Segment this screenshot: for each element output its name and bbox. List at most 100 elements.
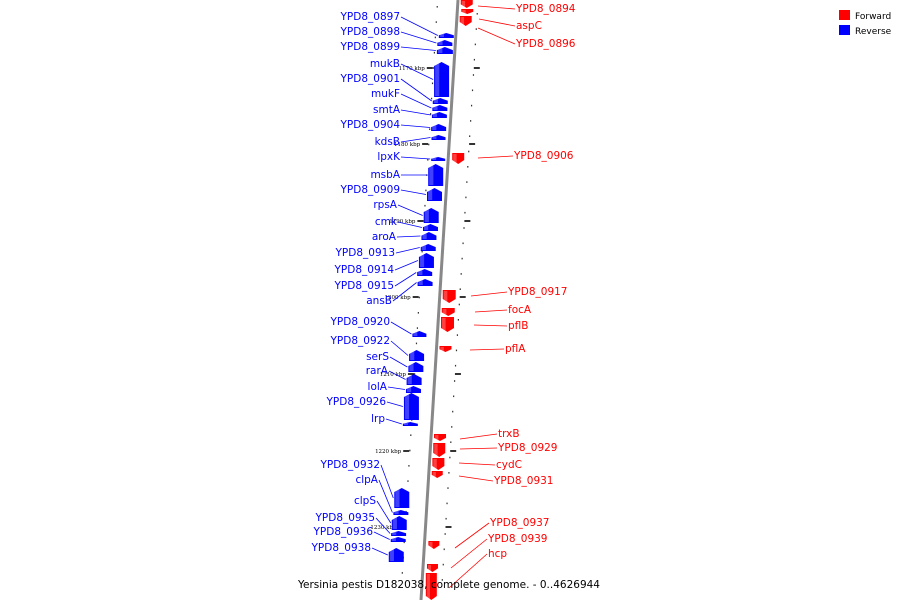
- gene-label-ypd8-0937[interactable]: YPD8_0937: [489, 517, 549, 529]
- gene-glyph-ypd8-0937[interactable]: [428, 541, 440, 549]
- gene-glyph-lrp[interactable]: [402, 422, 418, 426]
- gene-label-ypd8-0915[interactable]: YPD8_0915: [334, 280, 394, 292]
- gene-glyph-ypd8-0936[interactable]: [390, 537, 406, 542]
- gene-label-ypd8-0935[interactable]: YPD8_0935: [315, 512, 375, 524]
- gene-glyph-ypd8-0906[interactable]: [452, 153, 465, 164]
- gene-glyph-ypd8-0917[interactable]: [442, 290, 456, 303]
- gene-label-ypd8-0913[interactable]: YPD8_0913: [335, 247, 395, 259]
- gene-glyph-msba[interactable]: [428, 164, 444, 186]
- gene-label-ypd8-0914[interactable]: YPD8_0914: [334, 264, 395, 276]
- gene-glyph-ypd8-0914[interactable]: [418, 253, 434, 268]
- gene-label-ansb[interactable]: ansB: [366, 295, 392, 307]
- gene-glyph-clps[interactable]: [391, 516, 407, 530]
- gene-glyph-cmk[interactable]: [422, 224, 438, 231]
- gene-glyph-ansb[interactable]: [417, 279, 433, 286]
- gene-label-trxb[interactable]: trxB: [498, 428, 520, 440]
- gene-label-mukb[interactable]: mukB: [370, 58, 400, 70]
- gene-glyph-ypd8-0899[interactable]: [436, 47, 453, 54]
- gene-label-msba[interactable]: msbA: [370, 169, 400, 181]
- gene-glyph-sers[interactable]: [408, 362, 424, 372]
- gene-glyph-ypd8-0898[interactable]: [437, 40, 453, 46]
- gene-label-clpa[interactable]: clpA: [355, 474, 378, 486]
- gene-label-foca[interactable]: focA: [508, 304, 532, 316]
- gene-glyph-ypd8-0909[interactable]: [427, 188, 443, 201]
- gene-label-sers[interactable]: serS: [366, 351, 389, 363]
- gene-label-aroa[interactable]: aroA: [372, 231, 397, 243]
- gene-label-hcp[interactable]: hcp: [488, 548, 507, 560]
- gene-glyph-ypd8-0894[interactable]: [460, 0, 473, 8]
- gene-glyph-cydc[interactable]: [432, 458, 445, 470]
- gene-label-ypd8-0926[interactable]: YPD8_0926: [326, 396, 387, 408]
- gene-label-lpxk[interactable]: lpxK: [377, 151, 401, 163]
- gene-glyph-ypd8-0904[interactable]: [431, 124, 447, 131]
- minor-dot: [474, 43, 476, 46]
- gene-label-ypd8-0917[interactable]: YPD8_0917: [507, 286, 567, 298]
- gene-label-ypd8-0898[interactable]: YPD8_0898: [340, 26, 400, 38]
- gene-label-ypd8-0931[interactable]: YPD8_0931: [493, 475, 553, 487]
- gene-glyph-rara[interactable]: [406, 374, 422, 385]
- gene-label-ypd8-0929[interactable]: YPD8_0929: [497, 442, 557, 454]
- gene-glyph-ypd8-0897[interactable]: [438, 33, 454, 38]
- gene-label-ypd8-0894[interactable]: YPD8_0894: [515, 3, 576, 15]
- gene-glyph-rpsa[interactable]: [423, 208, 439, 223]
- gene-label-ypd8-0896[interactable]: YPD8_0896: [515, 38, 576, 50]
- gene-glyph-aspc[interactable]: [461, 9, 474, 14]
- gene-label-kdsb[interactable]: kdsB: [375, 136, 400, 148]
- gene-label-cmk[interactable]: cmk: [375, 216, 398, 228]
- gene-label-ypd8-0901[interactable]: YPD8_0901: [340, 73, 400, 85]
- gene-glyph-trxb[interactable]: [434, 434, 447, 441]
- gene-glyph-aroa[interactable]: [421, 232, 437, 240]
- gene-label-ypd8-0899[interactable]: YPD8_0899: [340, 41, 400, 53]
- gene-glyph-ypd8-0920[interactable]: [412, 331, 427, 337]
- gene-label-ypd8-0920[interactable]: YPD8_0920: [330, 316, 390, 328]
- gene-glyph-ypd8-0913[interactable]: [420, 244, 436, 251]
- gene-glyph-ypd8-0896[interactable]: [459, 16, 472, 26]
- minor-dot: [462, 242, 464, 245]
- gene-label-ypd8-0938[interactable]: YPD8_0938: [311, 542, 371, 554]
- gene-label-ypd8-0897[interactable]: YPD8_0897: [340, 11, 400, 23]
- genome-axis: [419, 0, 460, 600]
- gene-label-ypd8-0936[interactable]: YPD8_0936: [313, 526, 374, 538]
- gene-glyph-mukb[interactable]: [434, 62, 450, 97]
- gene-glyph-pfla[interactable]: [439, 346, 452, 352]
- gene-label-aspc[interactable]: aspC: [516, 20, 542, 32]
- minor-dot: [432, 67, 435, 69]
- gene-glyph-kdsb[interactable]: [431, 135, 446, 140]
- gene-label-ypd8-0909[interactable]: YPD8_0909: [340, 184, 400, 196]
- gene-glyph-ypd8-0901[interactable]: [432, 98, 448, 104]
- gene-glyph-ypd8-0935[interactable]: [391, 531, 407, 536]
- minor-dot: [450, 441, 452, 443]
- gene-glyph-ypd8-0915[interactable]: [417, 269, 433, 276]
- gene-glyph-pflb[interactable]: [440, 317, 454, 332]
- gene-glyph-ypd8-0926[interactable]: [403, 393, 419, 420]
- gene-label-ypd8-0904[interactable]: YPD8_0904: [340, 119, 401, 131]
- gene-glyph-smta[interactable]: [431, 112, 447, 118]
- gene-glyph-lpxk[interactable]: [431, 157, 446, 161]
- gene-glyph-ypd8-0932[interactable]: [394, 488, 410, 508]
- gene-glyph-ypd8-0939[interactable]: [426, 564, 438, 572]
- gene-label-mukf[interactable]: mukF: [371, 88, 400, 100]
- gene-label-pfla[interactable]: pflA: [505, 343, 526, 355]
- gene-label-rara[interactable]: rarA: [366, 365, 389, 377]
- gene-glyph-ypd8-0922[interactable]: [409, 350, 425, 361]
- gene-label-lrp[interactable]: lrp: [371, 413, 385, 425]
- gene-label-cydc[interactable]: cydC: [496, 459, 522, 471]
- gene-label-pflb[interactable]: pflB: [508, 320, 528, 332]
- gene-glyph-ypd8-0929[interactable]: [433, 443, 446, 457]
- gene-glyph-lola[interactable]: [405, 386, 421, 393]
- gene-label-clps[interactable]: clpS: [354, 495, 376, 507]
- gene-glyph-hcp[interactable]: [425, 573, 437, 600]
- minor-dot: [425, 189, 427, 192]
- gene-label-lola[interactable]: lolA: [368, 381, 388, 393]
- gene-label-rpsa[interactable]: rpsA: [373, 199, 397, 211]
- gene-glyph-ypd8-0931[interactable]: [431, 471, 443, 478]
- gene-glyph-mukf[interactable]: [432, 105, 448, 111]
- gene-label-smta[interactable]: smtA: [373, 104, 401, 116]
- gene-label-ypd8-0932[interactable]: YPD8_0932: [320, 459, 380, 471]
- gene-label-ypd8-0906[interactable]: YPD8_0906: [513, 150, 574, 162]
- gene-label-ypd8-0922[interactable]: YPD8_0922: [330, 335, 390, 347]
- gene-glyph-clpa[interactable]: [393, 510, 409, 515]
- gene-glyph-ypd8-0938[interactable]: [388, 548, 404, 562]
- gene-glyph-foca[interactable]: [441, 308, 455, 316]
- gene-label-ypd8-0939[interactable]: YPD8_0939: [487, 533, 547, 545]
